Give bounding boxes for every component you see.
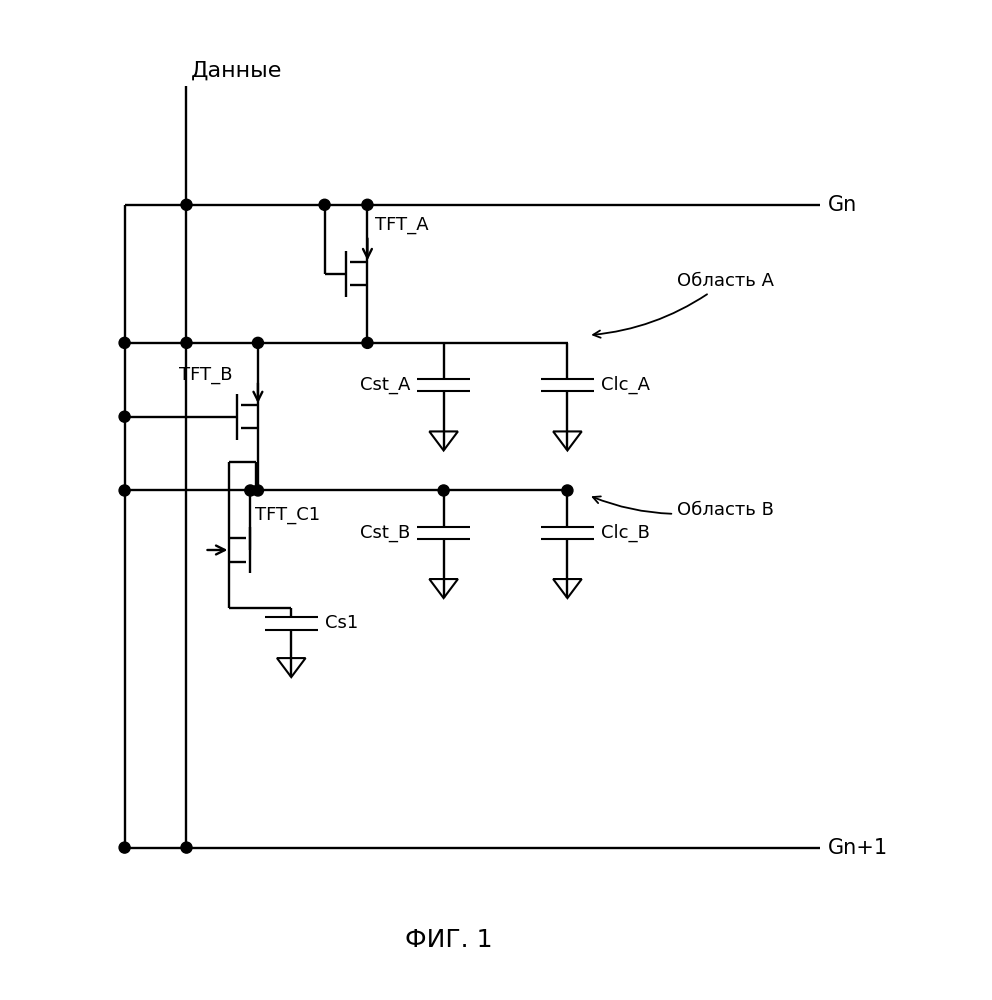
Text: Clc_A: Clc_A bbox=[601, 376, 650, 394]
Circle shape bbox=[561, 485, 573, 496]
Text: Gn+1: Gn+1 bbox=[827, 838, 888, 858]
Text: Cst_A: Cst_A bbox=[360, 376, 411, 394]
Circle shape bbox=[119, 485, 130, 496]
Text: Cst_B: Cst_B bbox=[360, 524, 411, 542]
Circle shape bbox=[245, 485, 256, 496]
Circle shape bbox=[438, 485, 449, 496]
Circle shape bbox=[181, 337, 192, 348]
Circle shape bbox=[119, 411, 130, 422]
Text: Область B: Область B bbox=[593, 496, 774, 519]
Circle shape bbox=[252, 337, 264, 348]
Circle shape bbox=[362, 337, 373, 348]
Text: TFT_B: TFT_B bbox=[179, 366, 232, 384]
Text: Cs1: Cs1 bbox=[324, 614, 358, 632]
Circle shape bbox=[181, 842, 192, 853]
Text: TFT_A: TFT_A bbox=[375, 216, 429, 234]
Text: Gn: Gn bbox=[827, 195, 857, 215]
Text: Данные: Данные bbox=[191, 61, 283, 81]
Text: Область A: Область A bbox=[593, 272, 774, 338]
Circle shape bbox=[119, 842, 130, 853]
Circle shape bbox=[319, 199, 330, 210]
Circle shape bbox=[362, 199, 373, 210]
Text: TFT_C1: TFT_C1 bbox=[255, 506, 320, 524]
Text: ФИГ. 1: ФИГ. 1 bbox=[405, 928, 492, 952]
Circle shape bbox=[252, 485, 264, 496]
Circle shape bbox=[181, 199, 192, 210]
Circle shape bbox=[119, 337, 130, 348]
Text: Clc_B: Clc_B bbox=[601, 524, 650, 542]
